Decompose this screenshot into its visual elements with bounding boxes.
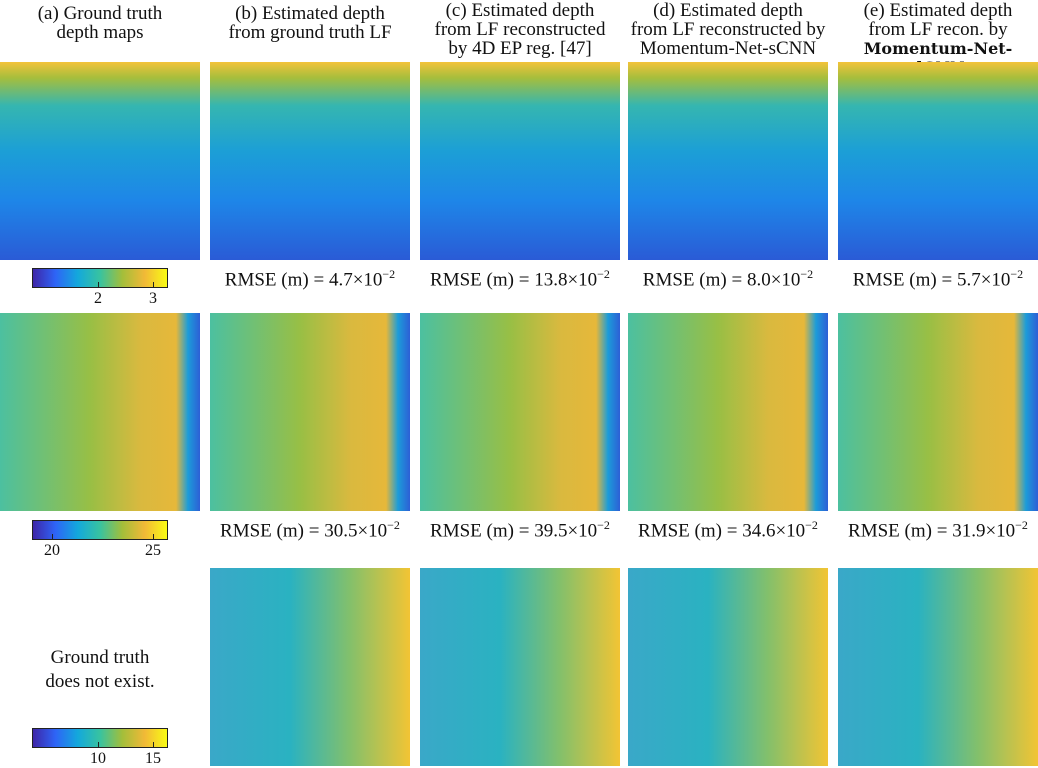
rmse-times: ×10 [985, 520, 1016, 542]
rmse-prefix: RMSE (m) = [848, 520, 948, 542]
colorbar [32, 728, 168, 748]
rmse-times: ×10 [567, 520, 598, 542]
depth-map [0, 62, 200, 260]
rmse-exponent: −2 [800, 267, 814, 281]
colorbar [32, 268, 168, 288]
header-line: (e) Estimated depth [863, 0, 1013, 21]
rmse-exponent: −2 [1010, 267, 1024, 281]
column-header: (b) Estimated depth from ground truth LF [210, 4, 410, 42]
rmse-label: RMSE (m) = 4.7×10−2 [205, 267, 415, 291]
depth-map [210, 313, 410, 511]
depth-map [628, 568, 828, 766]
rmse-value: 8.0 [746, 269, 771, 291]
header-line: (a) Ground truth [37, 3, 163, 24]
rmse-label: RMSE (m) = 39.5×10−2 [415, 518, 625, 542]
rmse-prefix: RMSE (m) = [224, 269, 325, 291]
rmse-value: 39.5 [534, 520, 568, 542]
colorbar-tick [52, 534, 53, 540]
depth-map [838, 62, 1038, 260]
rmse-times: ×10 [770, 269, 801, 291]
depth-map [210, 568, 410, 766]
depth-map [420, 62, 620, 260]
note: Ground truth does not exist. [0, 646, 200, 694]
colorbar-tick-label: 3 [149, 290, 157, 307]
rmse-label: RMSE (m) = 30.5×10−2 [205, 518, 415, 542]
colorbar-tick-label: 15 [145, 750, 161, 767]
rmse-label: RMSE (m) = 34.6×10−2 [623, 518, 833, 542]
rmse-exponent: −2 [805, 518, 818, 532]
header-line: (d) Estimated depth [653, 0, 803, 21]
rmse-label: RMSE (m) = 31.9×10−2 [833, 518, 1038, 542]
rmse-exponent: −2 [597, 267, 610, 281]
colorbar-tick [98, 282, 99, 288]
depth-map [0, 313, 200, 511]
colorbar [32, 520, 168, 540]
rmse-times: ×10 [357, 520, 388, 542]
column-header: (c) Estimated depth from LF reconstructed… [420, 1, 620, 58]
note-line: Ground truth [50, 647, 150, 668]
colorbar-tick [98, 742, 99, 748]
depth-map [420, 568, 620, 766]
rmse-prefix: RMSE (m) = [642, 269, 743, 291]
depth-map [838, 313, 1038, 511]
note-line: does not exist. [45, 671, 155, 692]
header-line: by 4D EP reg. [47] [448, 38, 592, 59]
header-line: from ground truth LF [228, 22, 392, 43]
rmse-value: 4.7 [328, 269, 353, 291]
rmse-exponent: −2 [597, 518, 610, 532]
rmse-times: ×10 [352, 269, 383, 291]
rmse-times: ×10 [567, 269, 598, 291]
rmse-times: ×10 [980, 269, 1011, 291]
rmse-value: 13.8 [534, 269, 568, 291]
header-line: (c) Estimated depth [445, 0, 595, 21]
rmse-prefix: RMSE (m) = [220, 520, 320, 542]
colorbar-tick-label: 25 [145, 542, 161, 559]
rmse-value: 31.9 [952, 520, 986, 542]
header-line: depth maps [56, 22, 144, 43]
depth-map [838, 568, 1038, 766]
header-line: from LF reconstructed [434, 19, 606, 40]
rmse-label: RMSE (m) = 8.0×10−2 [623, 267, 833, 291]
header-line: (b) Estimated depth [235, 3, 385, 24]
rmse-exponent: −2 [387, 518, 400, 532]
colorbar-tick-label: 10 [90, 750, 106, 767]
rmse-exponent: −2 [1015, 518, 1028, 532]
column-header: (a) Ground truth depth maps [0, 4, 200, 42]
rmse-value: 5.7 [956, 269, 981, 291]
column-header: (d) Estimated depth from LF reconstructed… [628, 1, 828, 58]
depth-map [628, 62, 828, 260]
rmse-value: 30.5 [324, 520, 358, 542]
depth-map [420, 313, 620, 511]
colorbar-tick-label: 20 [44, 542, 60, 559]
rmse-exponent: −2 [382, 267, 396, 281]
depth-map [628, 313, 828, 511]
colorbar-tick [153, 282, 154, 288]
colorbar-tick-label: 2 [94, 290, 102, 307]
rmse-prefix: RMSE (m) = [852, 269, 953, 291]
header-line: from LF recon. by [868, 19, 1008, 40]
header-line: Momentum-Net-sCNN [639, 38, 817, 59]
rmse-prefix: RMSE (m) = [430, 269, 530, 291]
rmse-value: 34.6 [742, 520, 776, 542]
rmse-prefix: RMSE (m) = [430, 520, 530, 542]
rmse-prefix: RMSE (m) = [638, 520, 738, 542]
rmse-label: RMSE (m) = 13.8×10−2 [415, 267, 625, 291]
depth-map [210, 62, 410, 260]
header-line: from LF reconstructed by [630, 19, 826, 40]
rmse-label: RMSE (m) = 5.7×10−2 [833, 267, 1038, 291]
rmse-times: ×10 [775, 520, 806, 542]
colorbar-tick [153, 742, 154, 748]
colorbar-tick [153, 534, 154, 540]
